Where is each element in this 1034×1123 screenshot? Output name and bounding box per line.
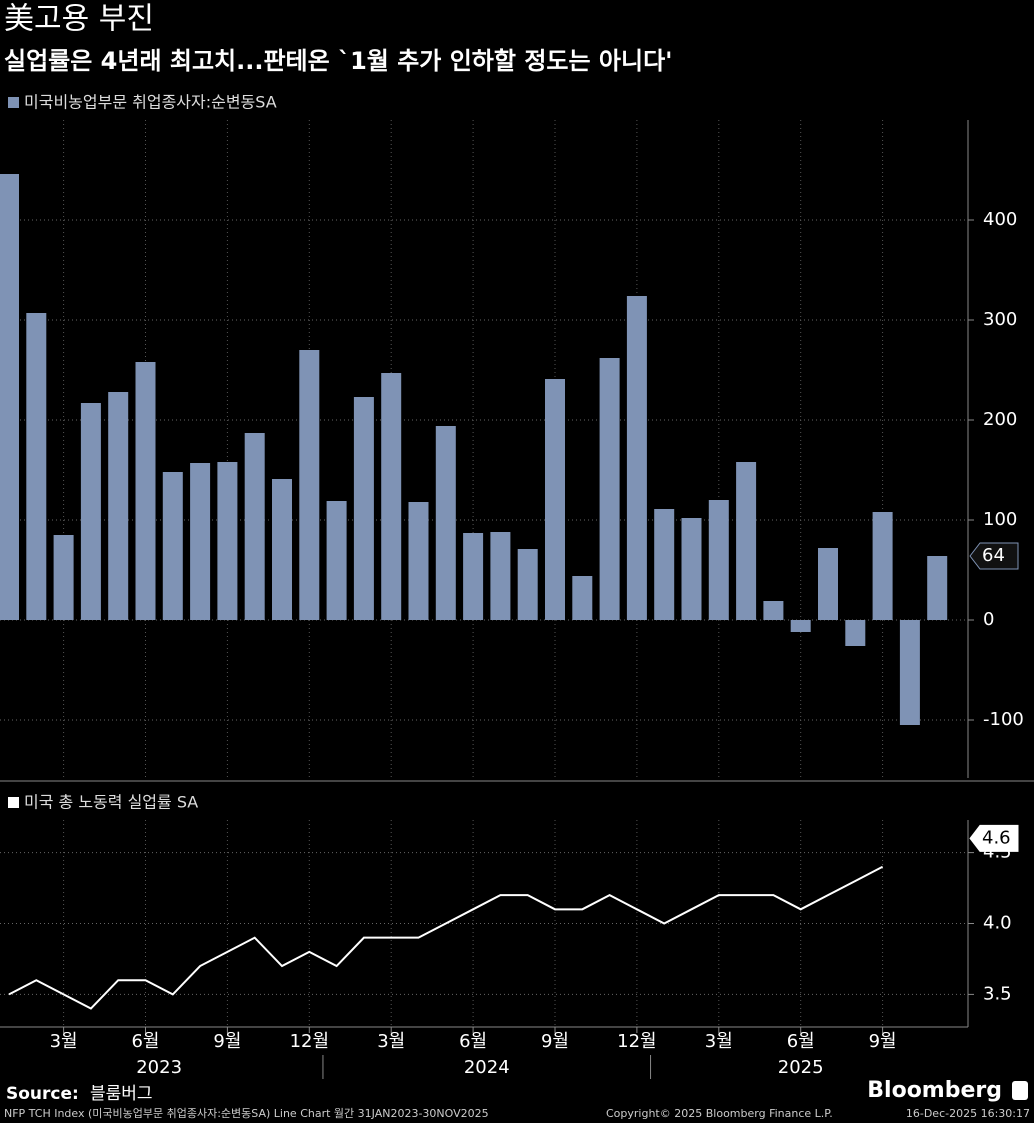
legend-swatch: [8, 797, 19, 808]
timestamp: 16-Dec-2025 16:30:17: [906, 1107, 1030, 1120]
bar: [190, 463, 211, 620]
bar: [708, 500, 729, 620]
x-tick-label: 3월: [50, 1031, 78, 1052]
x-tick-label: 3월: [705, 1031, 733, 1052]
bar: [654, 509, 675, 620]
bar: [681, 518, 702, 620]
bar: [790, 620, 811, 632]
x-tick-label: 6월: [131, 1031, 159, 1052]
x-tick-label: 12월: [617, 1031, 656, 1052]
year-label: 2025: [778, 1057, 824, 1078]
bar: [572, 576, 593, 620]
bar: [26, 313, 47, 620]
bar: [872, 512, 893, 620]
bar: [162, 472, 183, 620]
value-label: 4.6: [982, 827, 1011, 848]
bar: [53, 535, 74, 620]
year-label: 2024: [464, 1057, 510, 1078]
bar: [899, 620, 920, 725]
bar: [299, 350, 320, 620]
legend-label: 미국 총 노동력 실업률 SA: [24, 793, 198, 812]
bar: [490, 532, 511, 620]
bar: [217, 462, 238, 620]
value-flag: [969, 542, 1019, 570]
x-tick-label: 6월: [787, 1031, 815, 1052]
bar: [244, 433, 265, 620]
bar: [599, 358, 620, 620]
source-label: Source:: [6, 1084, 79, 1104]
bar: [463, 533, 484, 620]
bar: [0, 174, 19, 620]
year-label: 2023: [136, 1057, 182, 1078]
x-tick-label: 9월: [541, 1031, 569, 1052]
bar: [763, 601, 784, 620]
value-flag: [969, 824, 1019, 852]
title: 美고용 부진: [4, 2, 154, 37]
bar: [381, 373, 402, 620]
y-tick-label: 4.0: [983, 913, 1012, 934]
bar: [845, 620, 866, 646]
footer-note: NFP TCH Index (미국비농업부문 취업종사자:순변동SA) Line…: [4, 1107, 489, 1120]
bar: [818, 548, 838, 620]
source: 블룸버그: [90, 1084, 153, 1104]
brand: Bloomberg: [867, 1078, 1002, 1103]
y-tick-label: 100: [983, 509, 1017, 530]
y-tick-label: 300: [983, 309, 1017, 330]
bar: [326, 501, 347, 620]
bar: [626, 296, 647, 620]
legend-label: 미국비농업부문 취업종사자:순변동SA: [24, 93, 277, 112]
subtitle: 실업률은 4년래 최고치...판테온 `1월 추가 인하할 정도는 아니다': [4, 47, 673, 75]
y-tick-label: 0: [983, 609, 994, 630]
x-tick-label: 12월: [290, 1031, 329, 1052]
x-tick-label: 3월: [377, 1031, 405, 1052]
bar: [108, 392, 129, 620]
y-tick-label: -100: [983, 709, 1024, 730]
x-tick-label: 6월: [459, 1031, 487, 1052]
value-label: 64: [982, 545, 1005, 566]
line: [8, 865, 884, 1010]
bar: [80, 403, 101, 620]
bar: [927, 556, 948, 620]
x-tick-label: 9월: [869, 1031, 897, 1052]
bar: [435, 426, 456, 620]
legend-swatch: [8, 97, 19, 108]
bar: [408, 502, 429, 620]
bar: [545, 379, 565, 620]
y-tick-label: 3.5: [983, 983, 1012, 1004]
bar: [353, 397, 374, 620]
copyright: Copyright© 2025 Bloomberg Finance L.P.: [606, 1107, 833, 1120]
y-tick-label: 400: [983, 209, 1017, 230]
bar: [272, 479, 292, 620]
brand-icon: [1012, 1081, 1028, 1100]
x-tick-label: 9월: [213, 1031, 241, 1052]
bar: [135, 362, 156, 620]
bar: [517, 549, 538, 620]
y-tick-label: 200: [983, 409, 1017, 430]
bar: [736, 462, 757, 620]
